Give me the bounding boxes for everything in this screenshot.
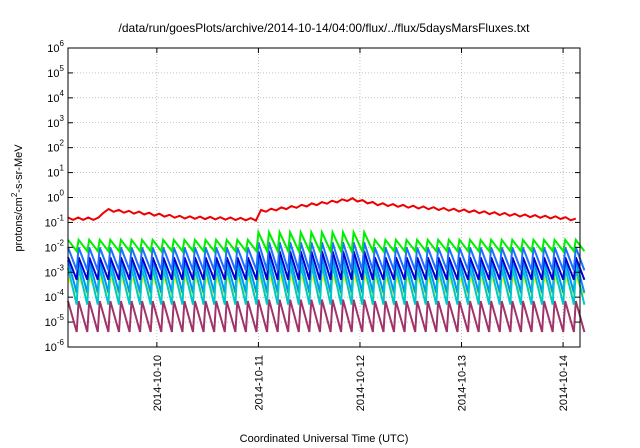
y-tick-label: 10-3 — [45, 263, 65, 279]
y-tick-label: 100 — [47, 189, 64, 205]
x-axis-label: Coordinated Universal Time (UTC) — [240, 433, 409, 445]
x-tick-label: 2014-10-13 — [457, 355, 469, 411]
x-tick-label: 2014-10-10 — [152, 355, 164, 411]
x-axis: 2014-10-10 2014-10-11 2014-10-12 2014-10-13… — [152, 48, 570, 411]
grid — [68, 47, 580, 348]
y-tick-label: 10-5 — [45, 313, 65, 329]
x-tick-label: 2014-10-11 — [253, 355, 265, 410]
x-tick-label: 2014-10-14 — [558, 355, 570, 411]
y-tick-label: 10-1 — [45, 213, 65, 229]
y-axis: 10-6 10-5 10-4 10-3 10-2 10-1 100 101 102 103 104 1… — [45, 39, 580, 354]
series-line — [67, 264, 586, 305]
y-tick-label: 105 — [47, 64, 64, 80]
y-tick-label: 106 — [47, 39, 64, 55]
series-line — [67, 241, 586, 271]
y-axis-label: protons/cm2-s-sr-MeV — [10, 144, 25, 252]
y-tick-label: 10-2 — [45, 238, 65, 254]
series-group — [67, 197, 586, 333]
series-line — [67, 228, 586, 255]
y-tick-label: 10-4 — [45, 288, 65, 304]
series-line — [67, 299, 586, 333]
series-line — [67, 197, 577, 222]
series-line — [67, 256, 586, 294]
y-tick-label: 101 — [47, 164, 64, 180]
y-tick-label: 104 — [47, 89, 64, 105]
chart-title: /data/run/goesPlots/archive/2014-10-14/0… — [119, 21, 531, 35]
y-tick-label: 10-6 — [45, 338, 65, 354]
y-tick-label: 102 — [47, 139, 64, 155]
x-tick-label: 2014-10-12 — [355, 355, 367, 411]
series-line — [67, 250, 586, 281]
y-tick-label: 103 — [47, 114, 64, 130]
